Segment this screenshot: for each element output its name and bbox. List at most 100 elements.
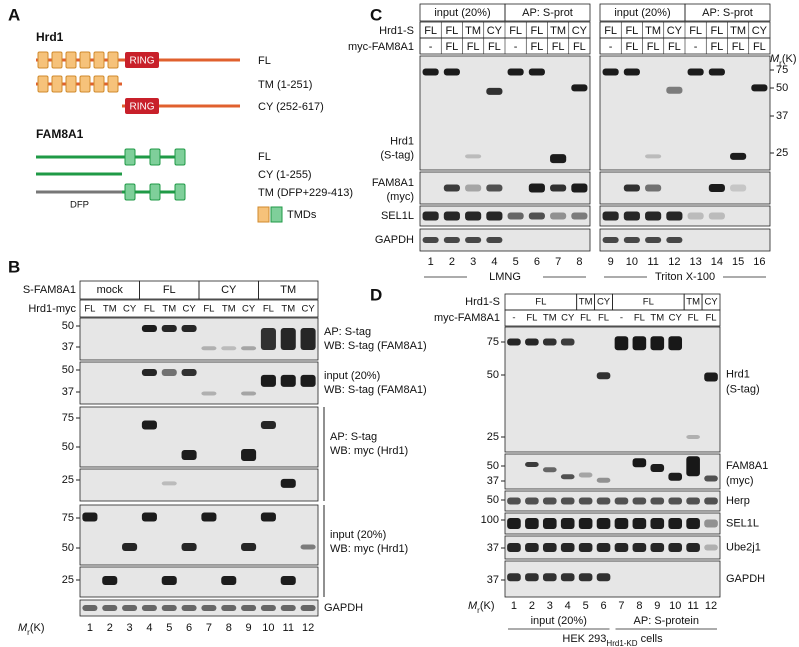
lane-number: 11 [647, 256, 658, 268]
legend-label: TMDs [287, 209, 317, 221]
band [550, 212, 567, 220]
band [141, 420, 157, 430]
lane-number: 3 [470, 256, 476, 268]
cells-label: HEK 293Hrd1-KD cells [562, 633, 663, 647]
lane-number: 1 [428, 256, 434, 268]
lane-label: CY [301, 304, 315, 315]
band [542, 338, 557, 346]
band [666, 86, 683, 94]
mw-marker: 100 [481, 514, 499, 526]
blot [504, 490, 721, 512]
blot-label: AP: S-tag [330, 431, 377, 443]
blot-label: WB: myc (Hrd1) [330, 543, 408, 555]
band [560, 474, 575, 480]
tmd [174, 183, 186, 201]
lane-number: 9 [654, 600, 660, 612]
mw-marker: 75 [62, 412, 74, 424]
band [596, 518, 611, 529]
band [596, 573, 611, 582]
band [578, 472, 593, 478]
blot-label: FAM8A1 [372, 177, 414, 189]
lane-label: FL [530, 41, 543, 53]
band [668, 518, 683, 529]
lane-number: 7 [206, 622, 212, 634]
band [201, 391, 217, 396]
band [300, 374, 316, 387]
lane-number: 4 [146, 622, 152, 634]
band [686, 456, 700, 477]
band [542, 543, 557, 552]
lane-number: 10 [626, 256, 638, 268]
band [102, 576, 118, 585]
band [596, 497, 611, 505]
band [507, 68, 524, 76]
band [201, 605, 217, 611]
tmd [149, 183, 161, 201]
lane-label: FL [732, 41, 745, 53]
lane-number: 6 [186, 622, 192, 634]
band [280, 576, 296, 585]
lane-number: 12 [705, 600, 717, 612]
mw-marker: 50 [62, 320, 74, 332]
panel-letter: B [8, 257, 20, 276]
lane-label: FL [710, 25, 723, 37]
band [161, 369, 177, 376]
hrd1-title: Hrd1 [36, 30, 64, 44]
ring-box [125, 52, 159, 68]
band [486, 237, 503, 243]
tmd [93, 51, 105, 69]
band [122, 543, 138, 551]
band [623, 237, 640, 243]
mr-label: Mr(K) [468, 600, 495, 615]
lane-label: - [694, 41, 698, 53]
band [507, 518, 521, 529]
tmd [65, 75, 77, 93]
lane-label: FL [668, 41, 681, 53]
lane-label: TM [550, 25, 566, 37]
row-label: Hrd1-S [379, 25, 414, 37]
lane-label: FL [530, 25, 543, 37]
lane-number: 1 [87, 622, 93, 634]
mw-marker: 75 [776, 64, 788, 76]
band [241, 346, 257, 351]
blot-label: input (20%) [330, 529, 386, 541]
construct-label: TM (1-251) [258, 79, 312, 91]
cells-sub: Hrd1-KD [606, 639, 637, 647]
band [623, 211, 640, 221]
band [645, 237, 662, 243]
band [422, 237, 439, 243]
band [422, 211, 439, 221]
group-label: mock [97, 284, 124, 296]
lane-label: CY [667, 25, 683, 37]
mr-unit: (K) [30, 622, 45, 634]
lane-label: FL [445, 41, 458, 53]
row-label: myc-FAM8A1 [434, 312, 500, 324]
band [141, 369, 157, 376]
condition-label: input (20%) [434, 7, 490, 19]
mr-label: Mr(K) [770, 53, 797, 68]
band [507, 212, 524, 220]
band [486, 211, 503, 221]
band [280, 328, 296, 350]
tmd-boxes [37, 51, 186, 201]
blot-label: SEL1L [726, 517, 759, 529]
band [525, 462, 539, 467]
blot [79, 599, 319, 617]
lane-label: FL [144, 304, 155, 315]
detergent-label: Triton X-100 [655, 271, 715, 283]
band [525, 497, 539, 505]
band [181, 450, 197, 460]
lane-label: FL [203, 304, 214, 315]
band [687, 212, 704, 220]
lane-label: TM [103, 304, 117, 315]
lane-label: FL [705, 313, 716, 324]
mw-marker: 25 [62, 574, 74, 586]
band [730, 184, 747, 192]
band [161, 576, 177, 585]
mw-marker: 25 [487, 431, 499, 443]
band [161, 325, 177, 332]
band [645, 211, 662, 221]
band [260, 374, 276, 387]
band [525, 573, 539, 582]
row-label: Hrd1-S [465, 296, 500, 308]
